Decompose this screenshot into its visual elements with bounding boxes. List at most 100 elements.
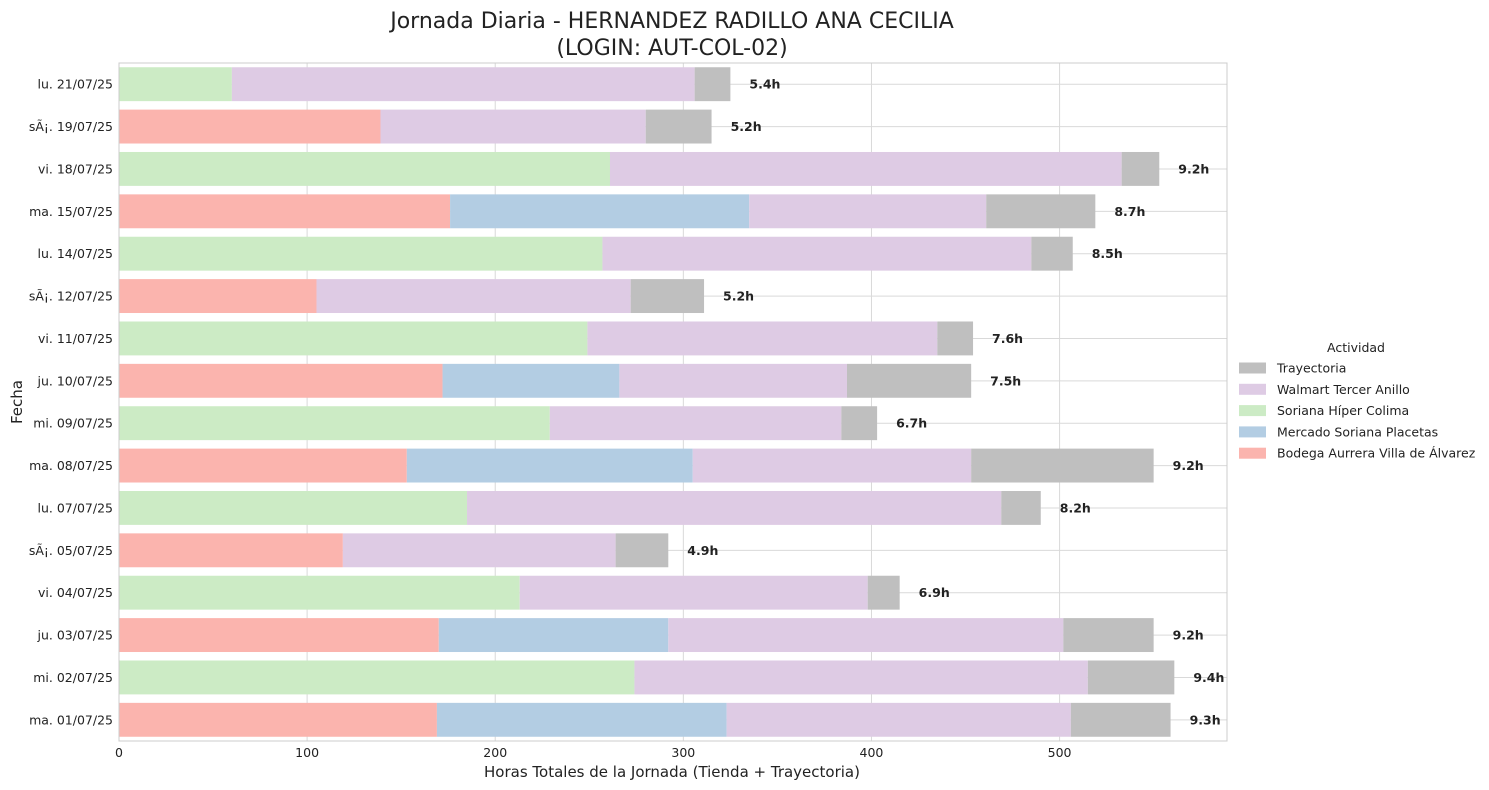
total-label: 6.7h	[896, 416, 927, 431]
legend-swatch	[1239, 447, 1266, 459]
bars	[119, 67, 1175, 737]
bar-segment	[1001, 490, 1041, 525]
bar-segment	[119, 406, 550, 441]
bar-segment	[615, 533, 669, 568]
x-tick-labels: 0 100 200 300 400 500	[115, 745, 1072, 760]
total-labels: 9.3h 9.4h 9.2h 6.9h 4.9h 8.2h 9.2h 6.7h 7.5h 7.6h…	[687, 77, 1224, 728]
bar-segment	[668, 618, 1064, 653]
bar-segment	[406, 448, 693, 483]
bar-segment	[119, 702, 437, 737]
bar-segment	[467, 490, 1002, 525]
chart-title: Jornada Diaria - HERNANDEZ RADILLO ANA C…	[388, 9, 954, 34]
bar-segment	[119, 533, 343, 568]
total-label: 9.3h	[1190, 712, 1221, 727]
bar-segment	[1087, 660, 1175, 695]
y-tick-label: sÃ¡. 05/07/25	[29, 543, 113, 558]
y-tick-label: lu. 14/07/25	[38, 246, 113, 261]
bar-segment	[519, 575, 868, 610]
total-label: 9.2h	[1173, 628, 1204, 643]
y-tick-label: sÃ¡. 19/07/25	[29, 119, 113, 134]
bar-segment	[1121, 151, 1160, 186]
y-tick-label: lu. 21/07/25	[38, 77, 113, 92]
total-label: 7.5h	[990, 373, 1021, 388]
bar-segment	[119, 448, 407, 483]
bar-segment	[619, 363, 848, 398]
bar-segment	[342, 533, 616, 568]
x-axis-label: Horas Totales de la Jornada (Tienda + Tr…	[484, 763, 860, 781]
y-tick-label: mi. 09/07/25	[33, 416, 113, 431]
bar-segment	[1070, 702, 1171, 737]
total-label: 5.2h	[723, 289, 754, 304]
y-tick-label: vi. 18/07/25	[38, 161, 113, 176]
bar-segment	[1031, 236, 1073, 271]
bar-segment	[119, 194, 451, 229]
total-label: 8.7h	[1114, 204, 1145, 219]
legend-entry-label: Bodega Aurrera Villa de Álvarez	[1277, 446, 1476, 461]
bar-segment	[630, 279, 705, 314]
legend-swatch	[1239, 426, 1266, 438]
bar-segment	[634, 660, 1088, 695]
y-tick-label: ma. 01/07/25	[29, 712, 113, 727]
y-tick-labels: ma. 01/07/25 mi. 02/07/25 ju. 03/07/25 vi. …	[29, 77, 113, 728]
legend-swatch	[1239, 362, 1266, 374]
total-label: 4.9h	[687, 543, 718, 558]
bar-segment	[119, 151, 610, 186]
y-tick-label: ju. 10/07/25	[37, 373, 113, 388]
legend: Actividad Trayectoria Walmart Tercer Anil…	[1239, 340, 1476, 461]
x-tick-label: 300	[671, 745, 695, 760]
legend-entry-label: Walmart Tercer Anillo	[1277, 382, 1410, 397]
bar-segment	[692, 448, 972, 483]
x-tick-label: 100	[295, 745, 319, 760]
bar-segment	[694, 67, 731, 102]
bar-segment	[438, 618, 669, 653]
x-tick-label: 400	[860, 745, 884, 760]
bar-segment	[549, 406, 842, 441]
legend-entry-label: Soriana Híper Colima	[1277, 403, 1409, 418]
legend-swatch	[1239, 383, 1266, 395]
legend-title: Actividad	[1327, 340, 1385, 355]
y-tick-label: ma. 15/07/25	[29, 204, 113, 219]
bar-segment	[609, 151, 1122, 186]
bar-segment	[442, 363, 620, 398]
bar-segment	[119, 490, 468, 525]
bar-segment	[119, 321, 588, 356]
y-tick-label: ma. 08/07/25	[29, 458, 113, 473]
x-tick-label: 200	[483, 745, 507, 760]
bar-segment	[587, 321, 938, 356]
total-label: 8.5h	[1092, 246, 1123, 261]
total-label: 9.4h	[1193, 670, 1224, 685]
y-axis-label: Fecha	[8, 380, 26, 424]
bar-segment	[119, 109, 381, 144]
bar-segment	[119, 575, 520, 610]
y-tick-label: sÃ¡. 12/07/25	[29, 289, 113, 304]
bar-segment	[986, 194, 1096, 229]
bar-segment	[119, 618, 439, 653]
legend-entry-label: Trayectoria	[1276, 361, 1346, 376]
total-label: 7.6h	[992, 331, 1023, 346]
y-tick-label: vi. 04/07/25	[38, 585, 113, 600]
bar-segment	[645, 109, 712, 144]
bar-segment	[119, 660, 635, 695]
bar-segment	[450, 194, 750, 229]
y-tick-label: mi. 02/07/25	[33, 670, 113, 685]
total-label: 6.9h	[919, 585, 950, 600]
bar-segment	[749, 194, 987, 229]
bar-segment	[971, 448, 1154, 483]
bar-segment	[119, 279, 317, 314]
bar-segment	[119, 67, 232, 102]
legend-entry-label: Mercado Soriana Placetas	[1277, 424, 1438, 439]
total-label: 8.2h	[1060, 500, 1091, 515]
bar-segment	[937, 321, 974, 356]
total-label: 9.2h	[1178, 161, 1209, 176]
chart-subtitle: (LOGIN: AUT-COL-02)	[556, 36, 787, 61]
plot-frame	[118, 62, 1228, 742]
legend-swatch	[1239, 405, 1266, 417]
bar-segment	[1063, 618, 1154, 653]
bar-segment	[436, 702, 727, 737]
bar-segment	[726, 702, 1071, 737]
bar-segment	[867, 575, 900, 610]
y-tick-label: vi. 11/07/25	[38, 331, 113, 346]
total-label: 5.2h	[731, 119, 762, 134]
bar-segment	[847, 363, 972, 398]
